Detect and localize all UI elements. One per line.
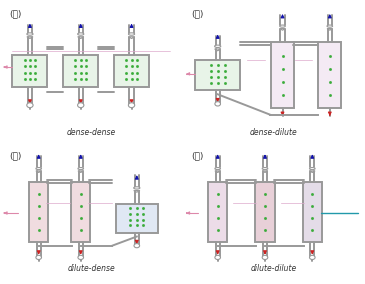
Ellipse shape bbox=[36, 168, 42, 170]
Text: dilute-dilute: dilute-dilute bbox=[251, 264, 297, 273]
FancyBboxPatch shape bbox=[255, 182, 274, 242]
Text: (라): (라) bbox=[191, 152, 204, 160]
FancyBboxPatch shape bbox=[116, 204, 158, 233]
Polygon shape bbox=[280, 29, 285, 30]
Polygon shape bbox=[327, 29, 333, 30]
Circle shape bbox=[134, 244, 139, 248]
Polygon shape bbox=[134, 191, 140, 192]
FancyBboxPatch shape bbox=[63, 55, 98, 87]
FancyBboxPatch shape bbox=[71, 182, 91, 242]
Circle shape bbox=[27, 103, 33, 108]
FancyBboxPatch shape bbox=[208, 182, 227, 242]
FancyBboxPatch shape bbox=[303, 182, 322, 242]
Polygon shape bbox=[36, 171, 42, 172]
Polygon shape bbox=[128, 37, 135, 39]
Polygon shape bbox=[215, 49, 221, 51]
FancyBboxPatch shape bbox=[12, 55, 47, 87]
Ellipse shape bbox=[78, 33, 84, 35]
Polygon shape bbox=[78, 171, 84, 172]
Text: (다): (다) bbox=[9, 152, 21, 160]
FancyBboxPatch shape bbox=[318, 43, 341, 108]
Polygon shape bbox=[78, 37, 84, 39]
Ellipse shape bbox=[280, 25, 285, 27]
FancyBboxPatch shape bbox=[29, 182, 48, 242]
Ellipse shape bbox=[262, 168, 268, 170]
Circle shape bbox=[262, 255, 268, 260]
Circle shape bbox=[36, 255, 42, 260]
Circle shape bbox=[128, 103, 135, 108]
Polygon shape bbox=[310, 171, 315, 172]
FancyBboxPatch shape bbox=[195, 60, 241, 90]
Ellipse shape bbox=[27, 33, 33, 35]
Circle shape bbox=[78, 103, 84, 108]
Ellipse shape bbox=[310, 168, 315, 170]
Ellipse shape bbox=[215, 168, 220, 170]
Text: dense-dilute: dense-dilute bbox=[250, 128, 297, 137]
FancyBboxPatch shape bbox=[271, 43, 294, 108]
Polygon shape bbox=[27, 37, 33, 39]
Ellipse shape bbox=[78, 168, 84, 170]
FancyBboxPatch shape bbox=[114, 55, 149, 87]
Ellipse shape bbox=[134, 187, 140, 189]
Circle shape bbox=[310, 255, 315, 260]
Circle shape bbox=[78, 255, 84, 260]
Text: (가): (가) bbox=[9, 10, 21, 19]
Ellipse shape bbox=[128, 33, 135, 35]
Ellipse shape bbox=[327, 25, 333, 27]
Text: dilute-dense: dilute-dense bbox=[68, 264, 115, 273]
Polygon shape bbox=[215, 171, 220, 172]
Polygon shape bbox=[262, 171, 268, 172]
Circle shape bbox=[215, 255, 220, 260]
Ellipse shape bbox=[215, 45, 221, 47]
Text: dense-dense: dense-dense bbox=[67, 128, 116, 137]
Text: (나): (나) bbox=[191, 10, 204, 19]
Circle shape bbox=[215, 102, 220, 106]
